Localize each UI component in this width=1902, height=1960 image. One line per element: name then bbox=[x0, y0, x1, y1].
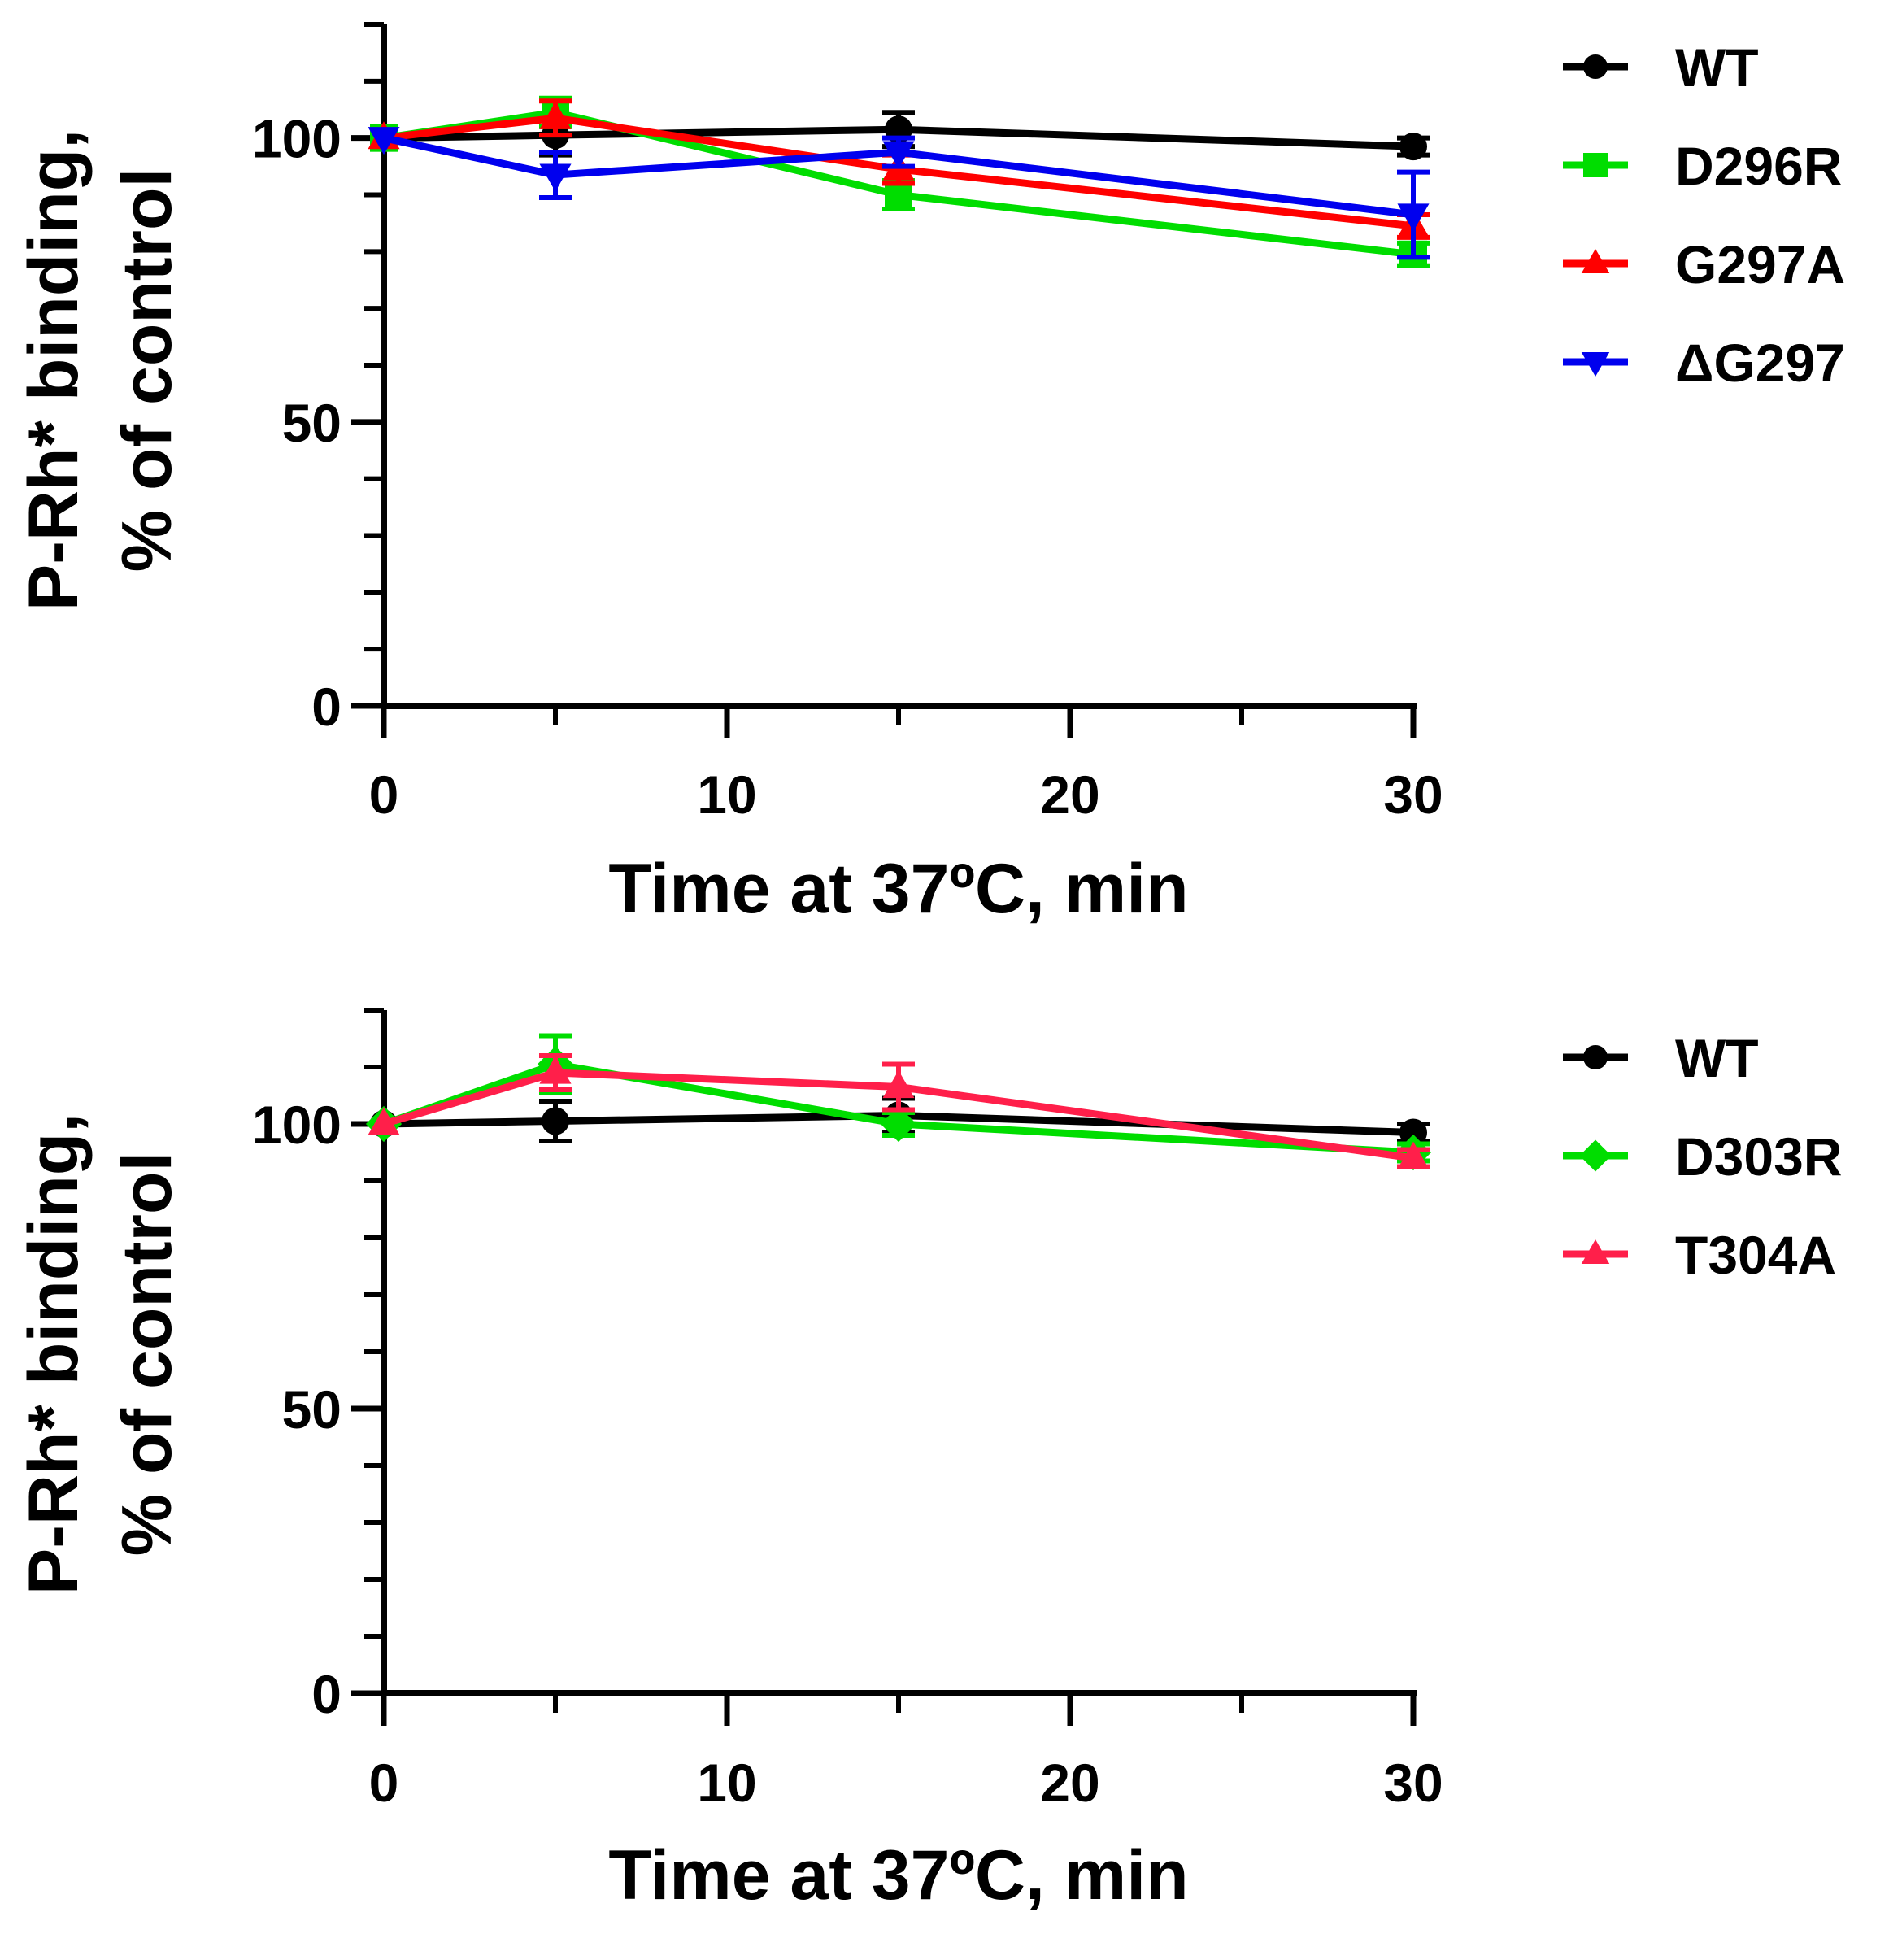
series-line bbox=[383, 125, 1414, 150]
y-tick-label: 0 bbox=[311, 1664, 342, 1724]
x-tick-label: 20 bbox=[1040, 1753, 1099, 1813]
data-point bbox=[1399, 133, 1427, 161]
legend-label: ΔG297 bbox=[1675, 333, 1845, 393]
data-point bbox=[539, 1056, 572, 1084]
y-tick-label: 100 bbox=[252, 109, 342, 169]
chart-panel-1: 0 50 100 0 10 20 30 Time at 37ºC, min P-Rh* bind… bbox=[15, 22, 1845, 928]
y-axis-title-line-2: % of control bbox=[108, 168, 186, 573]
x-tick-label: 10 bbox=[697, 1753, 756, 1813]
legend-label: D296R bbox=[1675, 136, 1842, 196]
chart-panel-2: 0 50 100 0 10 20 30 Time at 37ºC, min P-Rh* bind… bbox=[15, 1008, 1842, 1914]
series-line bbox=[382, 1061, 1414, 1156]
data-point bbox=[1399, 1118, 1427, 1147]
series-line bbox=[383, 134, 1414, 219]
data-point bbox=[880, 1105, 917, 1143]
x-tick-label: 30 bbox=[1383, 1753, 1443, 1813]
y-tick-label: 0 bbox=[311, 677, 342, 737]
y-axis-title-line-2: % of control bbox=[108, 1152, 186, 1557]
legend-marker bbox=[1581, 352, 1610, 377]
data-point bbox=[542, 1107, 569, 1135]
legend-label: D303R bbox=[1675, 1126, 1842, 1187]
legend: WT D296R G297A ΔG297 bbox=[1563, 37, 1845, 393]
x-tick-label: 0 bbox=[369, 764, 399, 825]
y-tick-label: 100 bbox=[252, 1095, 342, 1155]
legend-label: WT bbox=[1675, 1028, 1759, 1088]
legend-label: WT bbox=[1675, 37, 1759, 98]
x-tick-label: 30 bbox=[1383, 764, 1443, 825]
legend-marker bbox=[1583, 153, 1608, 177]
x-tick-label: 10 bbox=[697, 764, 756, 825]
y-tick-label: 50 bbox=[282, 1379, 342, 1440]
series-line bbox=[382, 1069, 1414, 1162]
legend: WT D303R T304A bbox=[1563, 1028, 1842, 1285]
data-point bbox=[1397, 1141, 1430, 1169]
data-point bbox=[368, 127, 400, 155]
legend-marker bbox=[1583, 54, 1608, 79]
legend-label: T304A bbox=[1675, 1225, 1836, 1285]
x-axis-title: Time at 37ºC, min bbox=[608, 850, 1188, 928]
y-axis-title-line-1: P-Rh* binding, bbox=[15, 1113, 93, 1595]
x-tick-label: 20 bbox=[1040, 764, 1099, 825]
legend-marker bbox=[1581, 249, 1610, 273]
series-ΔG297 bbox=[368, 127, 1430, 260]
data-point bbox=[882, 141, 915, 169]
y-tick-label: 50 bbox=[282, 393, 342, 453]
data-point bbox=[539, 163, 572, 192]
data-point bbox=[882, 1070, 915, 1099]
x-tick-label: 0 bbox=[369, 1753, 399, 1813]
series-T304A bbox=[368, 1053, 1430, 1169]
legend-marker bbox=[1583, 1045, 1608, 1069]
data-point bbox=[368, 1107, 400, 1135]
legend-marker bbox=[1579, 1139, 1612, 1172]
legend-marker bbox=[1581, 1239, 1610, 1264]
data-point bbox=[1397, 203, 1430, 232]
data-point bbox=[539, 101, 572, 129]
x-axis-title: Time at 37ºC, min bbox=[608, 1836, 1188, 1914]
y-axis-title-line-1: P-Rh* binding, bbox=[15, 129, 93, 611]
series-line bbox=[383, 114, 1414, 230]
legend-label: G297A bbox=[1675, 234, 1845, 294]
